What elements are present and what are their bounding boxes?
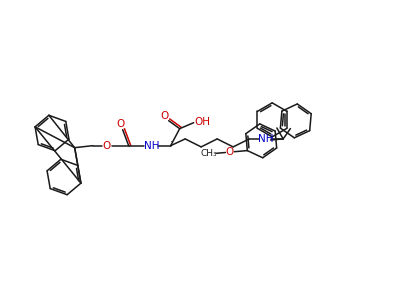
Text: O: O xyxy=(225,147,233,157)
Text: CH₃: CH₃ xyxy=(200,149,217,158)
Text: NH: NH xyxy=(144,141,160,151)
Text: OH: OH xyxy=(195,117,211,127)
Text: O: O xyxy=(160,111,169,121)
Text: O: O xyxy=(116,119,125,129)
Text: ·: · xyxy=(170,136,174,149)
Text: O: O xyxy=(102,141,111,151)
Text: NH: NH xyxy=(258,134,274,144)
